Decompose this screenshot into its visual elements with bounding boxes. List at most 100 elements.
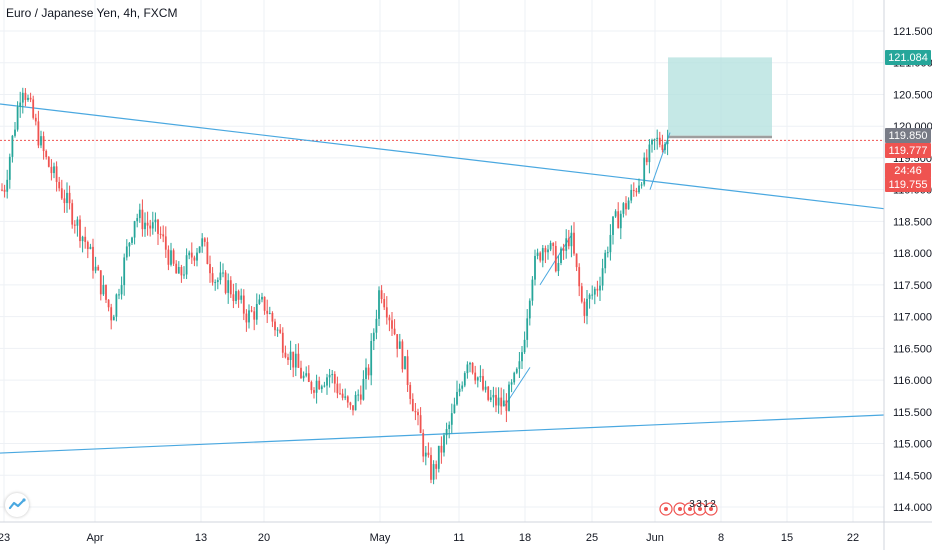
candle-body — [276, 329, 279, 331]
candle-body — [409, 384, 412, 399]
candle-body — [320, 386, 323, 390]
x-tick-label: 22 — [847, 532, 859, 544]
candle-body — [167, 249, 170, 265]
x-tick-label: 25 — [586, 532, 598, 544]
candle-body — [172, 250, 175, 264]
candle-body — [357, 394, 360, 396]
stop-zone — [668, 135, 772, 139]
candle-body — [34, 117, 37, 122]
trendlines[interactable] — [0, 103, 885, 454]
event-marker-icon[interactable] — [673, 502, 687, 516]
candle-body — [128, 242, 131, 247]
candle-body — [567, 238, 570, 247]
candle-body — [84, 236, 87, 242]
candle-body — [222, 272, 224, 274]
candle-body — [435, 464, 438, 469]
candle-body — [279, 329, 282, 333]
candle-body — [248, 310, 250, 323]
candle-body — [536, 252, 539, 256]
price-badge: 121.084 — [885, 50, 931, 65]
candle-body — [630, 190, 633, 201]
candle-body — [198, 246, 201, 253]
candle-body — [323, 385, 326, 387]
candle-body — [235, 291, 237, 302]
candle-body — [601, 268, 604, 286]
price-badge: 24:46 — [885, 163, 931, 178]
candle-body — [300, 367, 302, 379]
candle-body — [302, 375, 305, 379]
candle-body — [341, 393, 344, 398]
candle-body — [141, 209, 144, 230]
candle-body — [505, 400, 508, 411]
candle-body — [146, 222, 149, 226]
candle-body — [565, 238, 568, 251]
candle-body — [450, 413, 453, 425]
candle-body — [531, 279, 534, 301]
y-tick-label: 115.500 — [893, 407, 932, 419]
y-tick-label: 116.000 — [893, 375, 932, 387]
candle-body — [73, 224, 76, 226]
candle-body — [645, 157, 648, 163]
candle-body — [201, 238, 204, 247]
candle-body — [214, 282, 217, 284]
x-tick-label: 18 — [519, 532, 531, 544]
candle-body — [50, 166, 53, 174]
candle-body — [274, 321, 276, 331]
candle-body — [76, 219, 79, 226]
trendline-2[interactable] — [0, 414, 885, 454]
y-tick-label: 118.500 — [893, 216, 932, 228]
candle-body — [271, 312, 274, 322]
candle-body — [102, 284, 105, 295]
chart-title: Euro / Japanese Yen, 4h, FXCM — [6, 6, 178, 20]
candle-body — [549, 243, 552, 250]
candle-body — [664, 144, 666, 150]
grid — [0, 0, 884, 522]
candle-body — [190, 252, 193, 258]
candle-body — [203, 238, 206, 242]
candle-body — [245, 313, 248, 323]
candle-body — [604, 252, 607, 269]
candle-body — [159, 233, 162, 235]
event-marker-icon[interactable] — [704, 502, 718, 516]
tradingview-logo-icon[interactable] — [5, 493, 29, 517]
candle-body — [55, 166, 58, 182]
position-zone — [0, 57, 884, 141]
y-tick-label: 114.000 — [893, 502, 932, 514]
event-count: 3 — [689, 499, 695, 510]
candle-body — [443, 435, 445, 453]
candle-body — [138, 209, 141, 219]
candle-body — [331, 374, 334, 376]
candle-body — [510, 382, 513, 385]
candle-body — [339, 393, 341, 395]
candle-body — [42, 136, 45, 152]
candle-body — [136, 218, 139, 222]
candle-body — [81, 236, 84, 242]
trendline-1[interactable] — [0, 103, 885, 210]
candle-body — [45, 151, 48, 158]
candle-body — [229, 280, 232, 295]
candle-body — [60, 188, 63, 199]
candle-body — [326, 377, 328, 386]
candle-body — [554, 245, 557, 272]
x-tick-label: 23 — [0, 532, 10, 544]
candle-body — [92, 246, 94, 271]
candle-body — [8, 156, 11, 180]
price-badges: 121.084 119.850 119.777 24:46 119.755 — [885, 50, 931, 192]
candle-body — [58, 181, 61, 189]
candle-body — [508, 384, 510, 411]
candle-body — [622, 203, 625, 214]
candle-body — [479, 376, 482, 378]
event-count: 3 — [696, 499, 702, 510]
candle-body — [583, 301, 586, 316]
candle-body — [606, 252, 609, 254]
candle-body — [463, 373, 466, 386]
candle-body — [502, 400, 505, 407]
candle-body — [47, 157, 50, 167]
candle-body — [526, 318, 529, 340]
candle-body — [643, 157, 646, 185]
event-marker-icon[interactable] — [659, 502, 673, 516]
candle-body — [398, 341, 401, 349]
candle-body — [310, 381, 313, 391]
